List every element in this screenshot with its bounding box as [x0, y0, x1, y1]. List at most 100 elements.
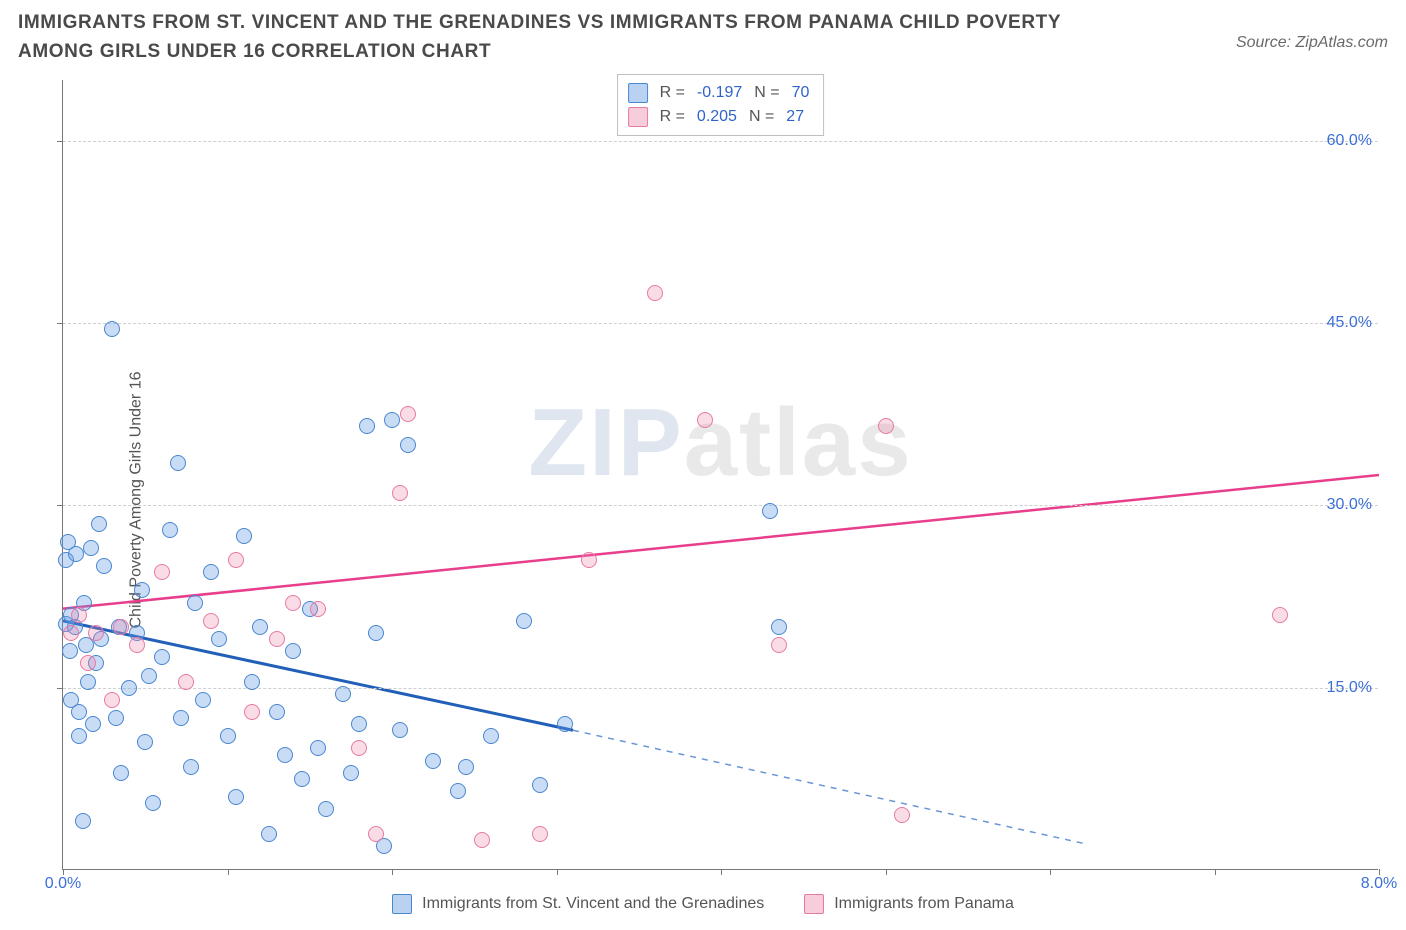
data-point — [75, 813, 91, 829]
gridline — [63, 688, 1378, 689]
data-point — [113, 765, 129, 781]
y-tick — [57, 505, 63, 506]
data-point — [154, 564, 170, 580]
data-point — [425, 753, 441, 769]
data-point — [277, 747, 293, 763]
watermark-atlas: atlas — [684, 389, 913, 496]
x-tick — [557, 869, 558, 875]
data-point — [359, 418, 375, 434]
data-point — [244, 704, 260, 720]
data-point — [236, 528, 252, 544]
r-value: 0.205 — [697, 105, 737, 129]
data-point — [211, 631, 227, 647]
r-label: R = — [660, 81, 685, 105]
data-point — [137, 734, 153, 750]
data-point — [474, 832, 490, 848]
gridline — [63, 323, 1378, 324]
gridline — [63, 141, 1378, 142]
data-point — [121, 680, 137, 696]
data-point — [335, 686, 351, 702]
trend-line — [63, 475, 1379, 609]
data-point — [104, 692, 120, 708]
y-tick-label: 15.0% — [1327, 679, 1372, 697]
data-point — [310, 740, 326, 756]
x-tick — [886, 869, 887, 875]
r-value: -0.197 — [697, 81, 742, 105]
n-label: N = — [754, 81, 779, 105]
data-point — [129, 637, 145, 653]
series-legend: Immigrants from St. Vincent and the Gren… — [18, 894, 1388, 914]
legend-item-pink: Immigrants from Panama — [804, 894, 1014, 914]
watermark: ZIPatlas — [528, 388, 912, 498]
data-point — [178, 674, 194, 690]
data-point — [458, 759, 474, 775]
data-point — [80, 655, 96, 671]
watermark-zip: ZIP — [528, 389, 683, 496]
data-point — [261, 826, 277, 842]
data-point — [187, 595, 203, 611]
data-point — [581, 552, 597, 568]
r-label: R = — [660, 105, 685, 129]
data-point — [894, 807, 910, 823]
data-point — [80, 674, 96, 690]
data-point — [294, 771, 310, 787]
y-tick — [57, 323, 63, 324]
n-value: 70 — [792, 81, 810, 105]
data-point — [771, 637, 787, 653]
x-tick-label-min: 0.0% — [45, 875, 81, 893]
data-point — [91, 516, 107, 532]
swatch-pink-icon — [628, 107, 648, 127]
data-point — [104, 321, 120, 337]
x-tick-label-max: 8.0% — [1361, 875, 1397, 893]
data-point — [71, 704, 87, 720]
data-point — [68, 546, 84, 562]
data-point — [483, 728, 499, 744]
data-point — [220, 728, 236, 744]
data-point — [203, 613, 219, 629]
n-value: 27 — [786, 105, 804, 129]
data-point — [697, 412, 713, 428]
data-point — [108, 710, 124, 726]
data-point — [762, 503, 778, 519]
data-point — [384, 412, 400, 428]
swatch-pink-icon — [804, 894, 824, 914]
data-point — [183, 759, 199, 775]
data-point — [85, 716, 101, 732]
data-point — [62, 643, 78, 659]
data-point — [203, 564, 219, 580]
data-point — [71, 728, 87, 744]
data-point — [83, 540, 99, 556]
x-tick — [392, 869, 393, 875]
data-point — [244, 674, 260, 690]
data-point — [134, 582, 150, 598]
source-attribution: Source: ZipAtlas.com — [1236, 8, 1388, 52]
data-point — [269, 704, 285, 720]
data-point — [154, 649, 170, 665]
data-point — [771, 619, 787, 635]
data-point — [400, 406, 416, 422]
data-point — [195, 692, 211, 708]
x-tick — [721, 869, 722, 875]
trend-line — [573, 730, 1083, 843]
legend-row-pink: R = 0.205 N = 27 — [628, 105, 810, 129]
data-point — [516, 613, 532, 629]
data-point — [88, 625, 104, 641]
data-point — [1272, 607, 1288, 623]
data-point — [878, 418, 894, 434]
legend-item-blue: Immigrants from St. Vincent and the Gren… — [392, 894, 764, 914]
header-row: IMMIGRANTS FROM ST. VINCENT AND THE GREN… — [18, 8, 1388, 67]
data-point — [170, 455, 186, 471]
chart-container: Child Poverty Among Girls Under 16 ZIPat… — [18, 80, 1388, 920]
plot-area: ZIPatlas R = -0.197 N = 70 R = 0.205 N =… — [62, 80, 1378, 870]
data-point — [252, 619, 268, 635]
data-point — [71, 607, 87, 623]
data-point — [63, 625, 79, 641]
chart-title: IMMIGRANTS FROM ST. VINCENT AND THE GREN… — [18, 8, 1118, 67]
correlation-legend: R = -0.197 N = 70 R = 0.205 N = 27 — [617, 74, 825, 136]
y-tick-label: 30.0% — [1327, 496, 1372, 514]
data-point — [368, 826, 384, 842]
y-tick — [57, 141, 63, 142]
data-point — [145, 795, 161, 811]
gridline — [63, 505, 1378, 506]
data-point — [400, 437, 416, 453]
